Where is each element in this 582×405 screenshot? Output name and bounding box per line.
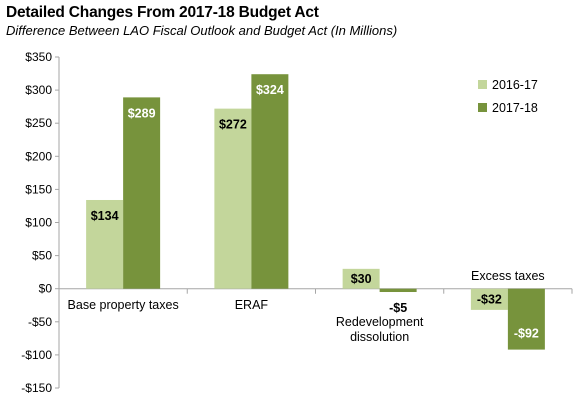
bar-2016-17: [470, 288, 508, 310]
bar-2017-18: [507, 288, 545, 350]
bar-2016-17: [86, 199, 124, 289]
y-tick-label: $50: [32, 249, 52, 263]
y-tick-label: $300: [25, 83, 52, 97]
y-tick-label: -$50: [28, 315, 52, 329]
data-label: -$92: [514, 327, 539, 341]
data-label: $272: [219, 118, 247, 132]
data-label: $289: [128, 106, 156, 120]
bar-2016-17: [214, 108, 252, 289]
legend-swatch: [478, 103, 487, 112]
y-tick-label: -$150: [21, 381, 52, 395]
data-label: -$5: [389, 301, 407, 315]
data-label: -$32: [477, 292, 502, 306]
y-tick-label: $250: [25, 116, 52, 130]
y-tick-label: $350: [25, 50, 52, 64]
bar-2017-18: [251, 74, 289, 289]
category-label: Redevelopment: [336, 315, 424, 329]
legend-swatch: [478, 80, 487, 89]
data-label: $30: [351, 272, 372, 286]
data-label: $324: [256, 83, 284, 97]
category-label: ERAF: [235, 298, 269, 312]
y-tick-label: $200: [25, 149, 52, 163]
legend-label: 2016-17: [492, 78, 538, 92]
y-tick-label: $0: [39, 282, 53, 296]
y-tick-label: $150: [25, 182, 52, 196]
bar-2017-18: [379, 288, 417, 293]
y-tick-label: $100: [25, 216, 52, 230]
category-label: Excess taxes: [471, 269, 545, 283]
category-label: dissolution: [350, 330, 409, 344]
bar-2017-18: [123, 97, 161, 289]
legend-label: 2017-18: [492, 101, 538, 115]
chart-title: Detailed Changes From 2017-18 Budget Act: [6, 4, 319, 21]
category-label: Base property taxes: [68, 298, 179, 312]
y-tick-label: -$100: [21, 348, 52, 362]
chart-subtitle: Difference Between LAO Fiscal Outlook an…: [6, 23, 398, 38]
bar-2016-17: [342, 268, 380, 289]
data-label: $134: [91, 209, 119, 223]
